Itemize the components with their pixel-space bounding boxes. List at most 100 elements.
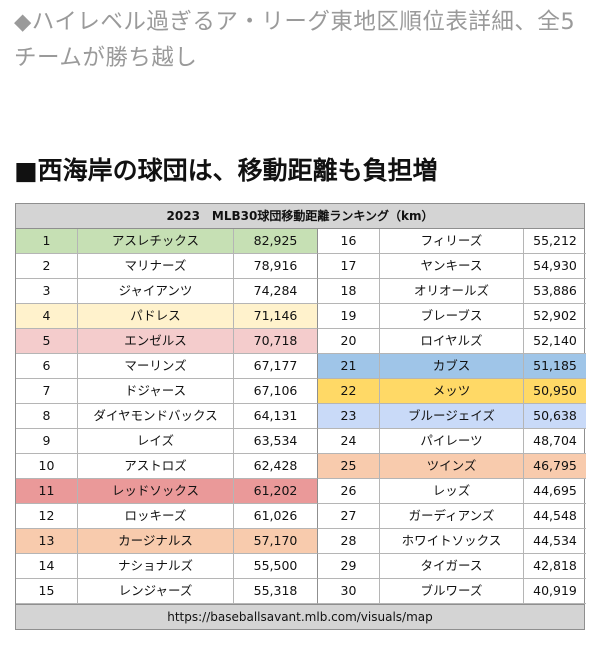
table-row: 13 カージナルス 57,170 28 ホワイトソックス 44,534 bbox=[16, 529, 586, 554]
rank-cell: 25 bbox=[318, 454, 380, 479]
table-body: 1 アスレチックス 82,925 16 フィリーズ 55,212 2 マリナーズ 78,916 1… bbox=[16, 229, 586, 604]
rank-cell: 20 bbox=[318, 329, 380, 354]
team-cell: ツインズ bbox=[380, 454, 524, 479]
rank-cell: 1 bbox=[16, 229, 78, 254]
rank-cell: 30 bbox=[318, 579, 380, 604]
team-cell: フィリーズ bbox=[380, 229, 524, 254]
rank-cell: 3 bbox=[16, 279, 78, 304]
rank-cell: 7 bbox=[16, 379, 78, 404]
distance-cell: 74,284 bbox=[234, 279, 318, 304]
rank-cell: 2 bbox=[16, 254, 78, 279]
distance-cell: 61,026 bbox=[234, 504, 318, 529]
rank-cell: 18 bbox=[318, 279, 380, 304]
rank-cell: 29 bbox=[318, 554, 380, 579]
distance-cell: 67,177 bbox=[234, 354, 318, 379]
rank-cell: 17 bbox=[318, 254, 380, 279]
distance-cell: 78,916 bbox=[234, 254, 318, 279]
table-row: 15 レンジャーズ 55,318 30 ブルワーズ 40,919 bbox=[16, 579, 586, 604]
team-cell: ホワイトソックス bbox=[380, 529, 524, 554]
team-cell: ガーディアンズ bbox=[380, 504, 524, 529]
team-cell: アストロズ bbox=[78, 454, 234, 479]
team-cell: パイレーツ bbox=[380, 429, 524, 454]
distance-cell: 52,140 bbox=[524, 329, 586, 354]
rank-cell: 6 bbox=[16, 354, 78, 379]
distance-cell: 44,695 bbox=[524, 479, 586, 504]
rank-cell: 13 bbox=[16, 529, 78, 554]
rank-cell: 28 bbox=[318, 529, 380, 554]
team-cell: ブルージェイズ bbox=[380, 404, 524, 429]
table-row: 7 ドジャース 67,106 22 メッツ 50,950 bbox=[16, 379, 586, 404]
distance-cell: 62,428 bbox=[234, 454, 318, 479]
table-row: 14 ナショナルズ 55,500 29 タイガース 42,818 bbox=[16, 554, 586, 579]
rank-cell: 21 bbox=[318, 354, 380, 379]
team-cell: ダイヤモンドバックス bbox=[78, 404, 234, 429]
table-row: 4 パドレス 71,146 19 ブレーブス 52,902 bbox=[16, 304, 586, 329]
team-cell: マーリンズ bbox=[78, 354, 234, 379]
distance-cell: 44,534 bbox=[524, 529, 586, 554]
distance-cell: 46,795 bbox=[524, 454, 586, 479]
distance-cell: 64,131 bbox=[234, 404, 318, 429]
team-cell: ブレーブス bbox=[380, 304, 524, 329]
table-row: 9 レイズ 63,534 24 パイレーツ 48,704 bbox=[16, 429, 586, 454]
team-cell: ドジャース bbox=[78, 379, 234, 404]
rank-cell: 9 bbox=[16, 429, 78, 454]
distance-cell: 57,170 bbox=[234, 529, 318, 554]
team-cell: ブルワーズ bbox=[380, 579, 524, 604]
rank-cell: 19 bbox=[318, 304, 380, 329]
distance-cell: 55,212 bbox=[524, 229, 586, 254]
team-cell: カブス bbox=[380, 354, 524, 379]
distance-cell: 42,818 bbox=[524, 554, 586, 579]
rank-cell: 27 bbox=[318, 504, 380, 529]
rank-cell: 24 bbox=[318, 429, 380, 454]
team-cell: ヤンキース bbox=[380, 254, 524, 279]
team-cell: レッドソックス bbox=[78, 479, 234, 504]
distance-cell: 67,106 bbox=[234, 379, 318, 404]
distance-cell: 63,534 bbox=[234, 429, 318, 454]
table-row: 12 ロッキーズ 61,026 27 ガーディアンズ 44,548 bbox=[16, 504, 586, 529]
article-headline: ◆ハイレベル過ぎるア・リーグ東地区順位表詳細、全5チームが勝ち越し bbox=[14, 9, 576, 71]
team-cell: タイガース bbox=[380, 554, 524, 579]
team-cell: パドレス bbox=[78, 304, 234, 329]
distance-cell: 55,318 bbox=[234, 579, 318, 604]
team-cell: ナショナルズ bbox=[78, 554, 234, 579]
team-cell: アスレチックス bbox=[78, 229, 234, 254]
team-cell: ロッキーズ bbox=[78, 504, 234, 529]
distance-cell: 70,718 bbox=[234, 329, 318, 354]
table-row: 2 マリナーズ 78,916 17 ヤンキース 54,930 bbox=[16, 254, 586, 279]
team-cell: ロイヤルズ bbox=[380, 329, 524, 354]
rank-cell: 22 bbox=[318, 379, 380, 404]
rank-cell: 23 bbox=[318, 404, 380, 429]
team-cell: マリナーズ bbox=[78, 254, 234, 279]
distance-cell: 48,704 bbox=[524, 429, 586, 454]
distance-cell: 50,950 bbox=[524, 379, 586, 404]
table-row: 1 アスレチックス 82,925 16 フィリーズ 55,212 bbox=[16, 229, 586, 254]
ranking-table: 2023 MLB30球団移動距離ランキング（km） 1 アスレチックス 82,925… bbox=[15, 203, 586, 630]
distance-cell: 51,185 bbox=[524, 354, 586, 379]
table-row: 11 レッドソックス 61,202 26 レッズ 44,695 bbox=[16, 479, 586, 504]
distance-cell: 52,902 bbox=[524, 304, 586, 329]
team-cell: カージナルス bbox=[78, 529, 234, 554]
team-cell: レンジャーズ bbox=[78, 579, 234, 604]
rank-cell: 11 bbox=[16, 479, 78, 504]
table-title: 2023 MLB30球団移動距離ランキング（km） bbox=[16, 204, 584, 229]
table-row: 3 ジャイアンツ 74,284 18 オリオールズ 53,886 bbox=[16, 279, 586, 304]
table-row: 8 ダイヤモンドバックス 64,131 23 ブルージェイズ 50,638 bbox=[16, 404, 586, 429]
team-cell: メッツ bbox=[380, 379, 524, 404]
team-cell: レッズ bbox=[380, 479, 524, 504]
rank-cell: 16 bbox=[318, 229, 380, 254]
rank-cell: 15 bbox=[16, 579, 78, 604]
rank-cell: 14 bbox=[16, 554, 78, 579]
distance-cell: 71,146 bbox=[234, 304, 318, 329]
section-title: ■西海岸の球団は、移動距離も負担増 bbox=[14, 156, 438, 185]
rank-cell: 12 bbox=[16, 504, 78, 529]
team-cell: ジャイアンツ bbox=[78, 279, 234, 304]
rank-cell: 26 bbox=[318, 479, 380, 504]
distance-cell: 82,925 bbox=[234, 229, 318, 254]
rank-cell: 5 bbox=[16, 329, 78, 354]
team-cell: オリオールズ bbox=[380, 279, 524, 304]
distance-cell: 50,638 bbox=[524, 404, 586, 429]
table-source: https://baseballsavant.mlb.com/visuals/m… bbox=[16, 604, 584, 629]
team-cell: エンゼルス bbox=[78, 329, 234, 354]
distance-cell: 44,548 bbox=[524, 504, 586, 529]
team-cell: レイズ bbox=[78, 429, 234, 454]
